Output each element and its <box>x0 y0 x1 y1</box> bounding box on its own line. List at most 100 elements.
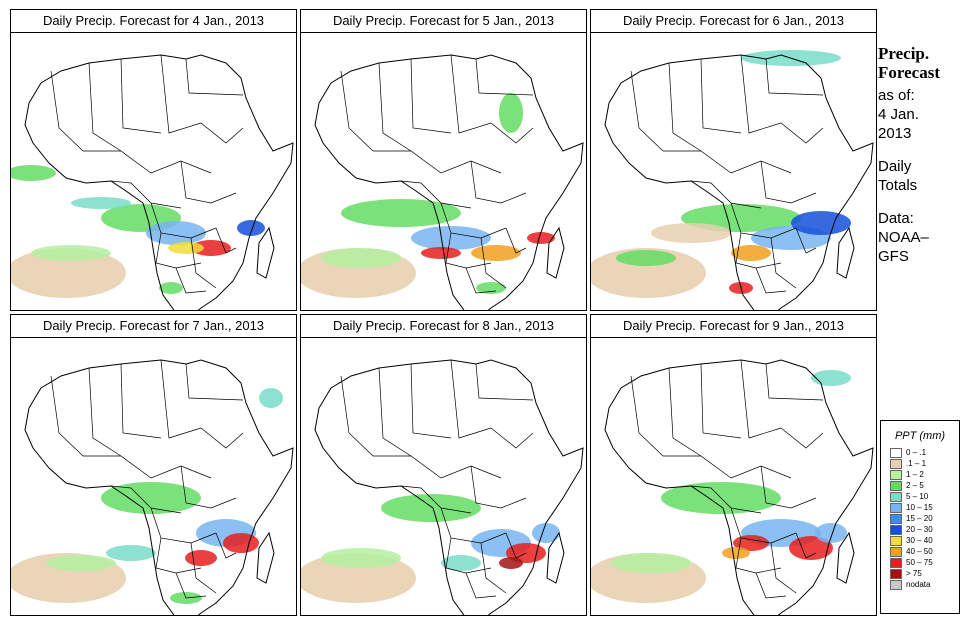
country-border <box>88 62 122 152</box>
precip-area <box>106 545 156 561</box>
legend-title: PPT (mm) <box>894 430 946 442</box>
country-border <box>340 375 374 457</box>
country-border <box>765 58 824 96</box>
legend-label: 50 – 75 <box>906 557 933 567</box>
precip-area <box>31 245 111 261</box>
country-border <box>470 160 527 204</box>
country-border <box>445 232 492 269</box>
data-source: NOAA– <box>878 229 929 246</box>
country-border <box>180 465 237 509</box>
madagascar-outline <box>546 531 565 584</box>
asof-year: 2013 <box>878 125 912 142</box>
country-border <box>795 227 817 254</box>
country-border <box>445 537 492 574</box>
country-border <box>185 58 244 96</box>
country-border <box>760 160 817 204</box>
legend-label: 10 – 15 <box>906 502 933 512</box>
africa-map <box>11 359 294 615</box>
asof-date: 4 Jan. <box>878 106 919 123</box>
legend-item: > 75 <box>890 568 959 579</box>
precip-area <box>191 240 231 256</box>
country-border <box>50 375 84 457</box>
country-border <box>730 202 797 239</box>
country-border <box>700 58 742 134</box>
legend-item: 40 – 50 <box>890 546 959 557</box>
country-border <box>480 542 507 594</box>
country-border <box>505 227 527 254</box>
precip-area <box>789 536 833 560</box>
country-border <box>765 363 824 401</box>
madagascar-outline <box>256 531 275 584</box>
legend-label: 2 – 5 <box>906 480 924 490</box>
precip-area <box>159 282 183 294</box>
precip-area <box>341 199 461 227</box>
legend-label: .1 – 1 <box>906 458 927 468</box>
data-source-model: GFS <box>878 248 909 265</box>
precip-map <box>300 337 587 616</box>
legend-item: 20 – 30 <box>890 524 959 535</box>
country-border <box>440 507 507 544</box>
country-border <box>630 375 664 457</box>
legend-label: 5 – 10 <box>906 491 929 501</box>
country-border <box>215 532 237 559</box>
country-border <box>400 180 472 209</box>
precip-area <box>722 547 750 559</box>
legend-swatch <box>890 458 902 469</box>
precip-area <box>441 555 481 571</box>
country-border <box>475 58 534 96</box>
country-border <box>110 485 182 514</box>
legend-item: .1 – 1 <box>890 458 959 469</box>
country-border <box>180 160 237 204</box>
legend-label: nodata <box>906 579 931 589</box>
legend-swatch <box>890 557 902 568</box>
panel-title: Daily Precip. Forecast for 6 Jan., 2013 <box>590 9 877 33</box>
legend-label: 40 – 50 <box>906 546 933 556</box>
country-border <box>755 267 787 294</box>
legend-swatch <box>890 546 902 557</box>
legend-swatch <box>890 491 902 502</box>
country-border <box>450 54 492 134</box>
country-border <box>373 455 502 479</box>
asof-label: as of: <box>878 87 915 104</box>
legend-item: 0 – .1 <box>890 447 959 458</box>
precip-area <box>381 494 481 522</box>
country-border <box>735 232 782 269</box>
country-border <box>400 485 472 514</box>
precip-map <box>300 32 587 311</box>
country-border <box>378 62 412 152</box>
daily-label: Daily <box>878 158 912 175</box>
side-description: Precip. Forecast as of: 4 Jan. 2013 Dail… <box>878 44 962 266</box>
legend-item: 30 – 40 <box>890 535 959 546</box>
legend-item: nodata <box>890 579 959 590</box>
precip-area <box>71 197 131 209</box>
country-border <box>630 70 664 152</box>
forecast-panel-3: Daily Precip. Forecast for 6 Jan., 2013 <box>590 9 877 313</box>
legend-label: 1 – 2 <box>906 469 924 479</box>
panel-title: Daily Precip. Forecast for 8 Jan., 2013 <box>300 314 587 338</box>
country-border <box>120 58 162 134</box>
legend-item: 15 – 20 <box>890 513 959 524</box>
country-border <box>190 237 217 289</box>
precip-area <box>237 220 265 236</box>
africa-map <box>301 359 584 615</box>
country-border <box>735 537 782 574</box>
precip-area <box>223 533 259 553</box>
country-border <box>740 359 782 439</box>
africa-map <box>11 54 294 310</box>
precip-area <box>168 242 204 254</box>
legend-label: > 75 <box>906 568 922 578</box>
precip-area <box>421 247 461 259</box>
precip-area <box>611 553 691 573</box>
precip-area <box>11 165 56 181</box>
precip-area <box>532 523 560 543</box>
madagascar-outline <box>546 226 565 279</box>
precip-area <box>499 93 523 133</box>
panel-title: Daily Precip. Forecast for 9 Jan., 2013 <box>590 314 877 338</box>
country-border <box>470 465 527 509</box>
country-border <box>83 455 212 479</box>
precip-area <box>811 370 851 386</box>
legend-swatch <box>890 524 902 535</box>
country-border <box>110 180 182 209</box>
legend-label: 20 – 30 <box>906 524 933 534</box>
country-border <box>190 542 217 594</box>
